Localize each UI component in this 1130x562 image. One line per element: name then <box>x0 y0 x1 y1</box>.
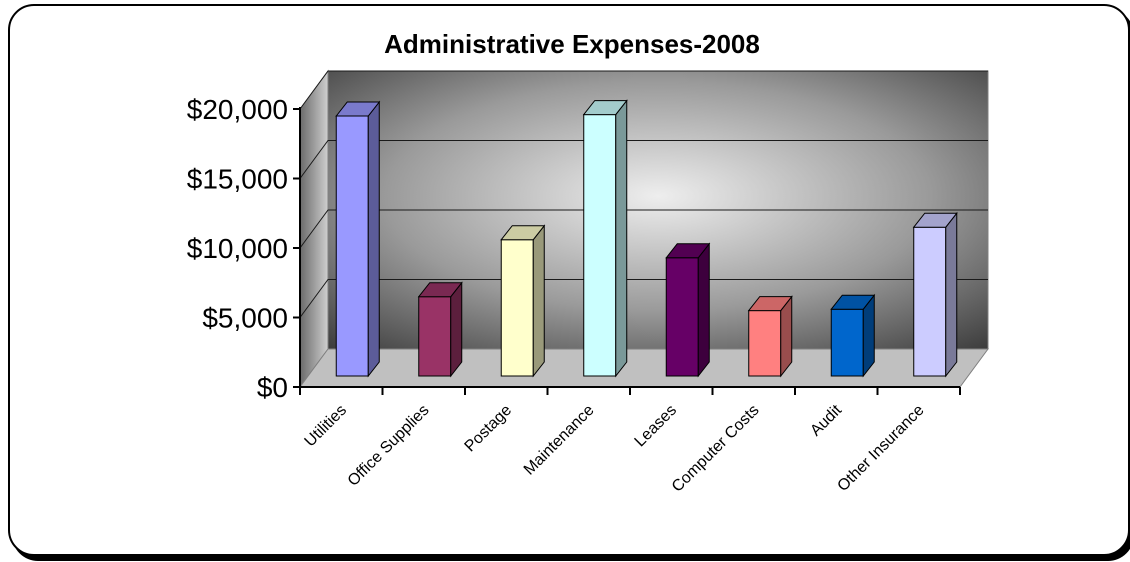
bar <box>582 99 628 378</box>
x-tick-label: Utilities <box>302 402 350 450</box>
gridlines <box>299 70 988 318</box>
bar-front <box>913 226 947 377</box>
bar <box>830 293 876 378</box>
bar-top <box>500 225 546 241</box>
bar-side <box>367 100 380 378</box>
y-tick-label: $5,000 <box>202 303 288 334</box>
bar <box>912 211 958 378</box>
bar-top <box>665 243 711 259</box>
bar-top <box>582 100 628 116</box>
x-tick-label: Maintenance <box>521 402 598 479</box>
bar-front <box>500 239 534 377</box>
bar-front <box>665 257 699 377</box>
bar-top <box>912 212 958 228</box>
gridline <box>299 209 988 249</box>
bar-top <box>335 101 381 117</box>
chart-title: Administrative Expenses-2008 <box>384 29 760 59</box>
bar-side <box>450 281 463 378</box>
x-tick-label: Audit <box>807 401 845 439</box>
bar-side <box>697 242 710 378</box>
bar-side <box>532 224 545 378</box>
y-tick-label: $20,000 <box>187 94 288 125</box>
x-tick-label: Other Insurance <box>834 402 927 495</box>
bars <box>335 99 958 378</box>
bar <box>665 242 711 378</box>
plot-background <box>299 69 989 389</box>
y-tick-label: $0 <box>257 372 288 403</box>
bar <box>747 295 793 378</box>
bar <box>500 224 546 378</box>
bar-front <box>748 310 782 377</box>
bar-front <box>830 308 864 377</box>
y-tick-label: $10,000 <box>187 233 288 264</box>
bar-side <box>615 99 628 378</box>
x-tick-label: Postage <box>462 402 516 456</box>
floor <box>299 348 989 388</box>
bar-front <box>335 115 369 377</box>
bar-top <box>747 296 793 312</box>
bar <box>335 100 381 378</box>
bar-front <box>418 296 452 377</box>
y-tick-labels: $0 $5,000 $10,000 $15,000 $20,000 <box>187 94 288 403</box>
gridline <box>299 279 988 318</box>
bar-top <box>830 294 876 310</box>
bar-top <box>417 282 463 298</box>
x-tick-label: Computer Costs <box>669 402 763 496</box>
bar-front <box>583 114 617 377</box>
y-tick-label: $15,000 <box>187 164 288 195</box>
bar <box>417 281 463 378</box>
axes <box>293 107 961 395</box>
gridline <box>299 70 988 110</box>
gridline <box>299 140 988 179</box>
x-tick-label: Office Supplies <box>345 402 433 490</box>
x-tick-label: Leases <box>632 402 681 451</box>
bar-side <box>945 211 958 378</box>
